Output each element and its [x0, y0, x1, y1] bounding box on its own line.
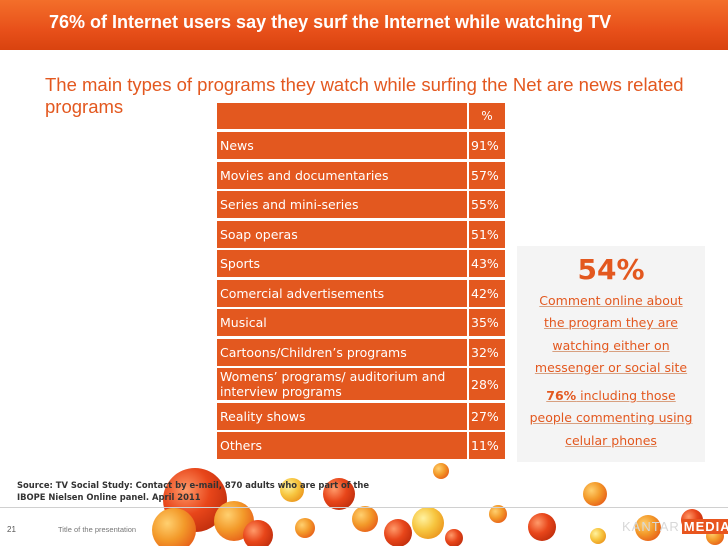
table-row: Movies and documentaries 57% [217, 161, 505, 189]
row-label: Musical [217, 309, 467, 336]
slide-subtitle: The main types of programs they watch wh… [45, 74, 684, 117]
logo-media-text: MEDIA [681, 519, 728, 534]
table-row: Musical 35% [217, 309, 505, 336]
footer-divider [0, 507, 728, 508]
logo-kantar-text: KANTAR [622, 519, 680, 534]
highlight-line: people commenting using [529, 410, 693, 426]
row-value: 32% [469, 338, 505, 366]
footer-presentation-title: Title of the presentation [58, 525, 137, 534]
row-label: Series and mini-series [217, 191, 467, 218]
highlight-stat: 54% [577, 253, 645, 286]
table-row: Others 11% [217, 432, 505, 459]
row-value: 51% [469, 220, 505, 248]
row-value: 91% [469, 132, 505, 159]
highlight-secondary-stat: 76% [546, 388, 577, 404]
table-row: Comercial advertisements 42% [217, 279, 505, 307]
row-value: 28% [469, 368, 505, 400]
table-header: % [217, 103, 505, 129]
highlight-box: 54% Comment online about the program the… [517, 246, 705, 462]
table-row: Soap operas 51% [217, 220, 505, 248]
table-header-label-cell [217, 103, 467, 129]
highlight-line: including those [576, 388, 676, 404]
title-banner: 76% of Internet users say they surf the … [0, 0, 728, 50]
table-row: News 91% [217, 132, 505, 159]
highlight-line: watching either on [552, 337, 670, 353]
row-label: Cartoons/Children’s programs [217, 338, 467, 366]
highlight-line: celular phones [565, 432, 657, 448]
highlight-line: the program they are [544, 315, 678, 331]
table-row: Reality shows 27% [217, 402, 505, 430]
table-row: Womens’ programs/ auditorium and intervi… [217, 368, 505, 400]
program-types-table: % News 91% Movies and documentaries 57% … [217, 103, 505, 462]
row-label: Soap operas [217, 220, 467, 248]
page-number: 21 [7, 525, 16, 534]
table-row: Cartoons/Children’s programs 32% [217, 338, 505, 366]
row-label: Others [217, 432, 467, 459]
row-value: 43% [469, 250, 505, 277]
row-label: Movies and documentaries [217, 161, 467, 189]
table-row: Series and mini-series 55% [217, 191, 505, 218]
row-value: 57% [469, 161, 505, 189]
table-header-percent: % [469, 103, 505, 129]
highlight-line: Comment online about [539, 293, 683, 308]
highlight-line: messenger or social site [534, 359, 688, 375]
row-label: Reality shows [217, 402, 467, 430]
row-label: News [217, 132, 467, 159]
row-value: 55% [469, 191, 505, 218]
row-value: 27% [469, 402, 505, 430]
highlight-text: Comment online about the program they ar… [517, 290, 705, 452]
row-value: 11% [469, 432, 505, 459]
table-row: Sports 43% [217, 250, 505, 277]
row-label: Sports [217, 250, 467, 277]
slide-title: 76% of Internet users say they surf the … [49, 12, 612, 32]
source-note: Source: TV Social Study: Contact by e-ma… [17, 480, 369, 502]
row-label: Comercial advertisements [217, 279, 467, 307]
kantar-media-logo: KANTAR MEDIA [622, 519, 728, 534]
row-label: Womens’ programs/ auditorium and intervi… [217, 368, 467, 400]
row-value: 42% [469, 279, 505, 307]
row-value: 35% [469, 309, 505, 336]
